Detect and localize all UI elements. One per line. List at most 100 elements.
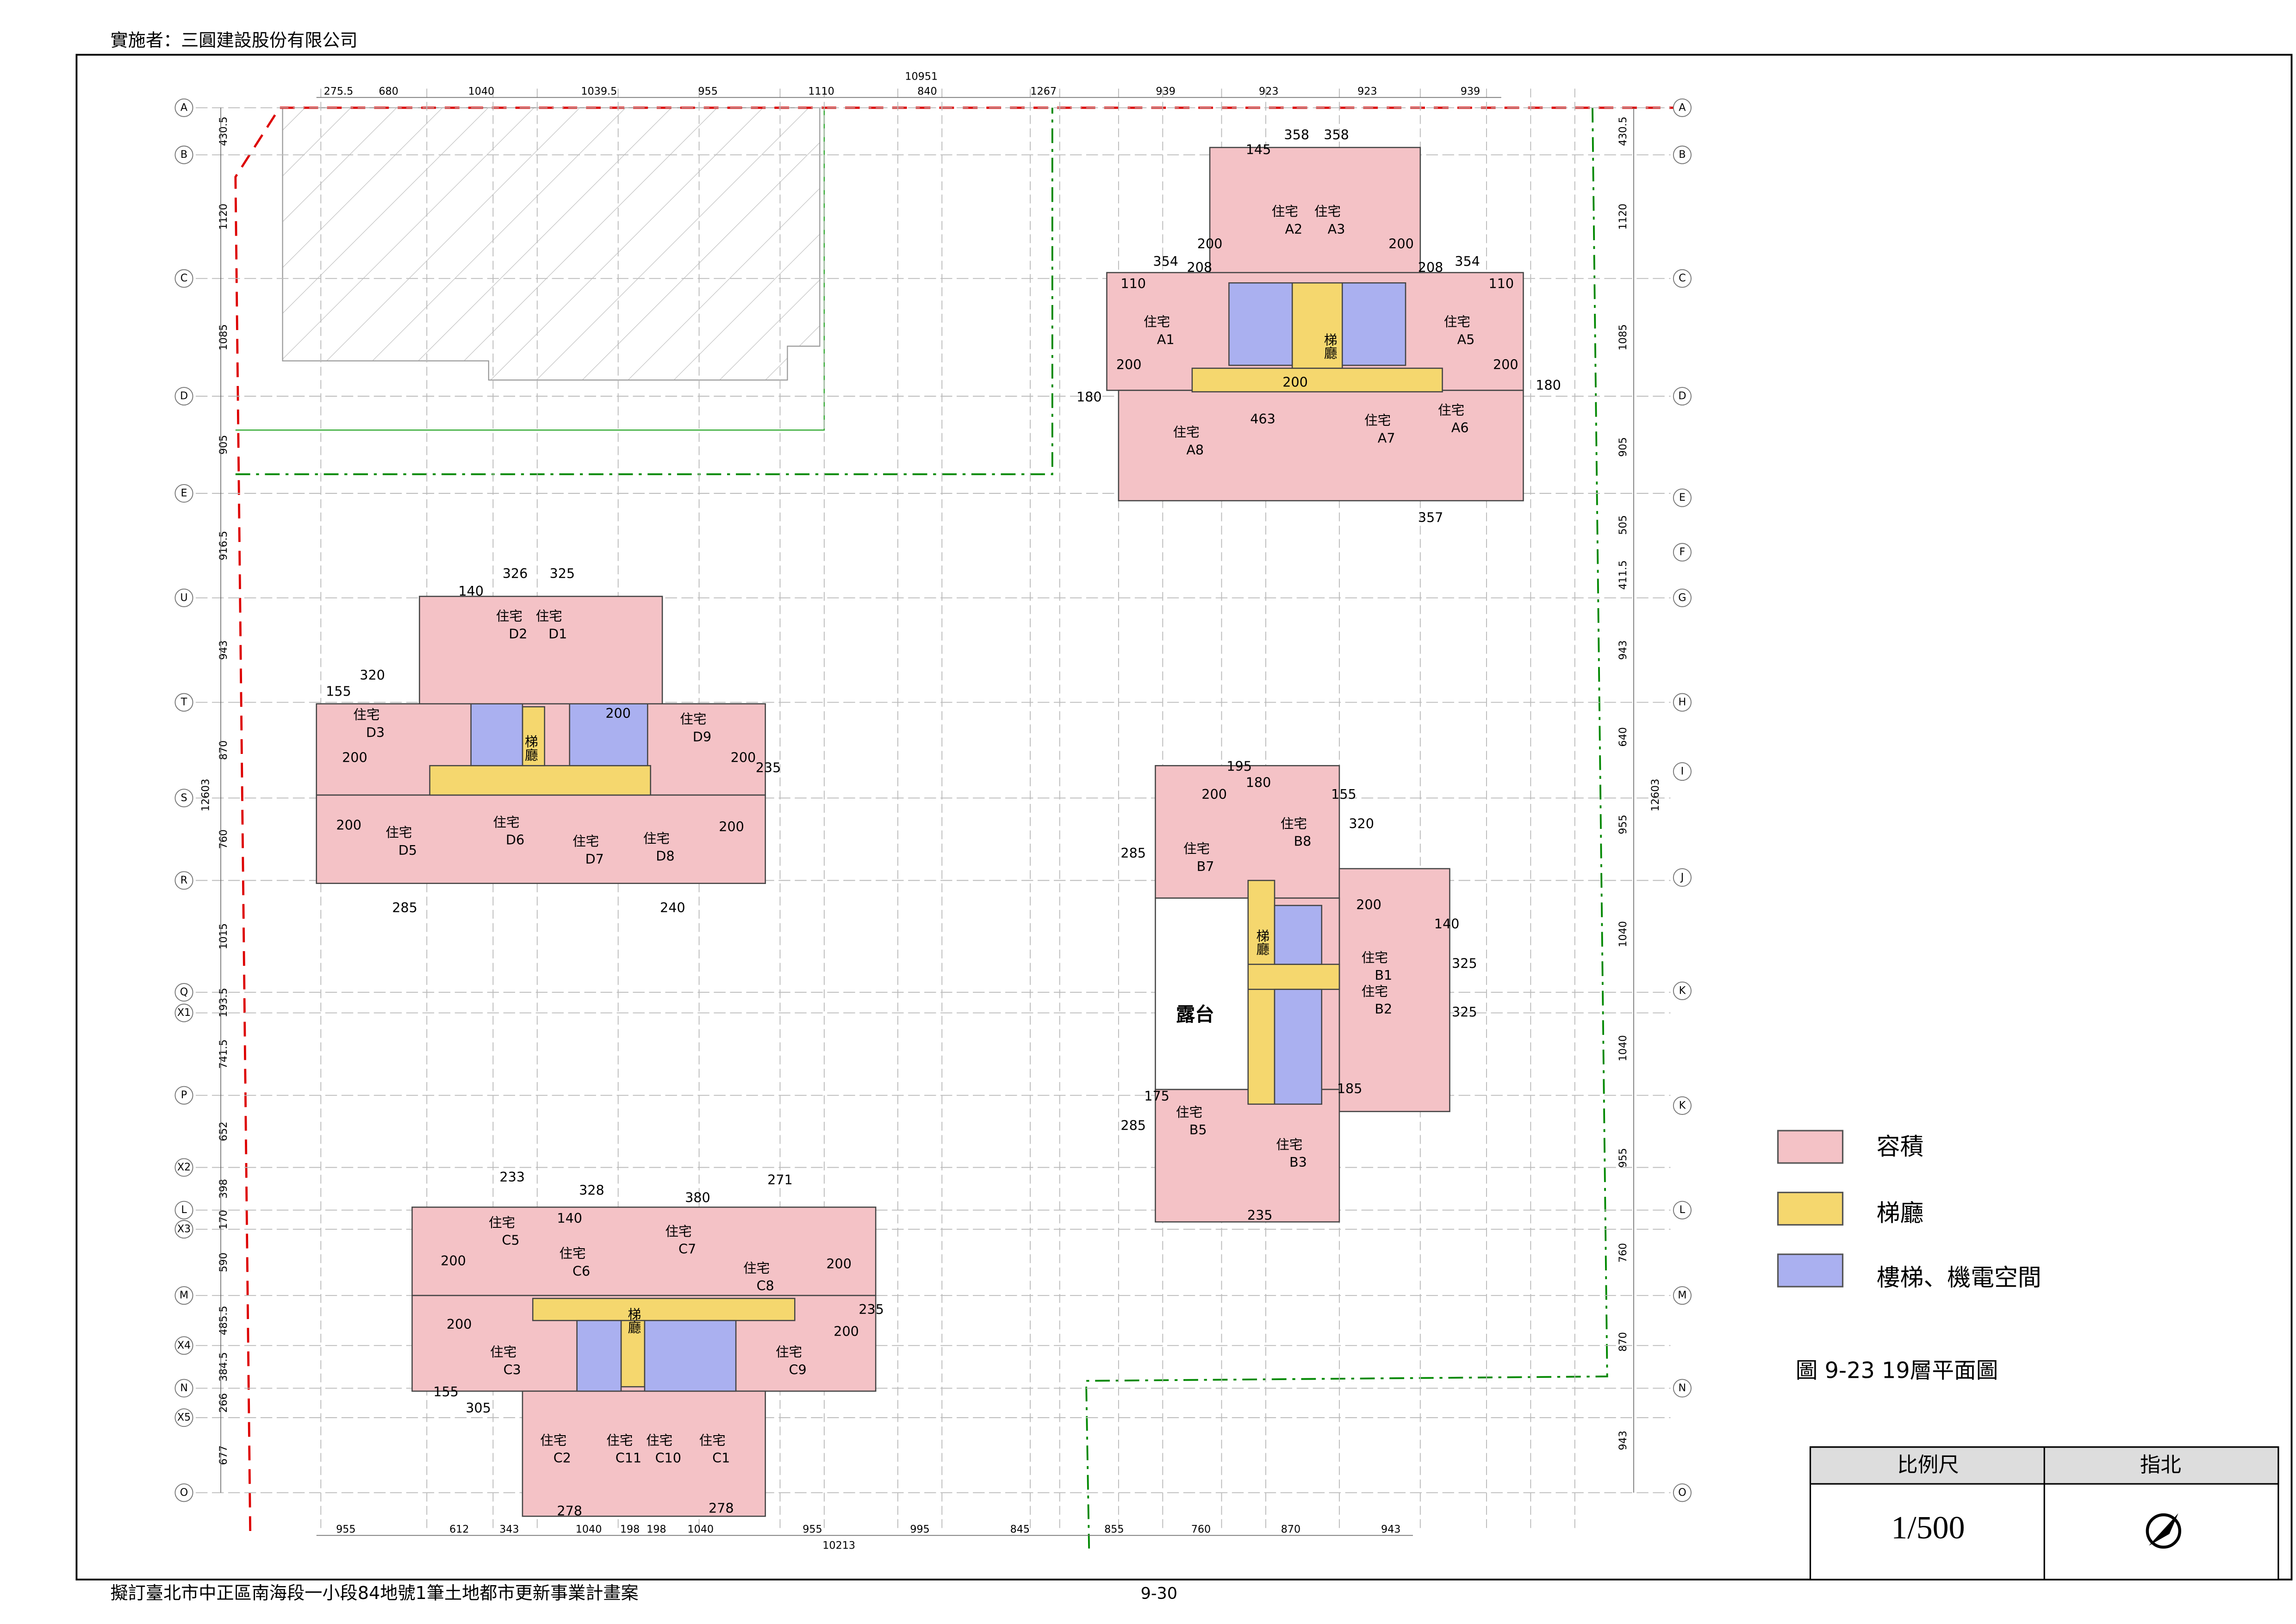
axis-label: X5 bbox=[177, 1412, 191, 1424]
legend-swatch bbox=[1777, 1191, 1844, 1226]
room bbox=[419, 596, 663, 708]
axis-label: O bbox=[1678, 1487, 1686, 1499]
dimension: 326 bbox=[503, 566, 528, 581]
dimension: 198 bbox=[620, 1523, 640, 1535]
dimension: 278 bbox=[557, 1503, 582, 1519]
dimension: 175 bbox=[1144, 1088, 1170, 1104]
dimension: 398 bbox=[218, 1179, 230, 1198]
dimension: 1267 bbox=[1030, 85, 1057, 97]
unit-id: D6 bbox=[506, 832, 524, 848]
scale-value: 1/500 bbox=[1891, 1510, 1965, 1546]
table-header: 指北 bbox=[2140, 1453, 2181, 1477]
axis-bubble bbox=[174, 269, 193, 288]
dimension: 357 bbox=[1418, 510, 1444, 525]
unit-id: C6 bbox=[572, 1263, 590, 1279]
dimension: 1040 bbox=[576, 1523, 602, 1535]
unit-id: D3 bbox=[366, 724, 385, 740]
room bbox=[1342, 282, 1406, 366]
axis-bubble bbox=[1673, 1286, 1692, 1305]
axis-label: P bbox=[181, 1089, 187, 1101]
dimension: 840 bbox=[917, 85, 937, 97]
dimension: 325 bbox=[1452, 956, 1477, 971]
dimension: 10951 bbox=[905, 71, 938, 83]
dimension: 200 bbox=[1493, 356, 1518, 372]
dimension: 870 bbox=[1617, 1332, 1629, 1351]
axis-bubble bbox=[174, 1201, 193, 1220]
dimension: 155 bbox=[326, 683, 351, 699]
unit-id: C9 bbox=[789, 1362, 807, 1377]
unit-id: D7 bbox=[585, 851, 604, 867]
room bbox=[522, 1390, 766, 1517]
dimension: 10213 bbox=[822, 1539, 855, 1551]
dimension: 358 bbox=[1284, 127, 1309, 143]
dimension: 380 bbox=[685, 1189, 710, 1205]
axis-bubble bbox=[174, 1408, 193, 1427]
axis-label: L bbox=[1680, 1204, 1686, 1216]
dimension: 640 bbox=[1617, 727, 1629, 747]
dimension: 200 bbox=[1388, 236, 1414, 252]
unit-id: B3 bbox=[1289, 1154, 1307, 1170]
dimension: 916.5 bbox=[218, 531, 230, 560]
dimension: 110 bbox=[1120, 275, 1146, 291]
axis-label: X3 bbox=[177, 1223, 191, 1235]
axis-bubble bbox=[1673, 269, 1692, 288]
lobby-label: 梯廳 bbox=[523, 735, 539, 761]
dimension: 485.5 bbox=[218, 1306, 230, 1335]
room bbox=[1155, 765, 1340, 899]
axis-label: E bbox=[180, 487, 187, 499]
axis-bubble bbox=[1673, 98, 1692, 117]
room bbox=[532, 1298, 796, 1321]
dimension: 200 bbox=[441, 1253, 466, 1269]
dimension: 200 bbox=[719, 819, 744, 834]
axis-label: L bbox=[181, 1204, 187, 1216]
dimension: 235 bbox=[756, 760, 781, 776]
room bbox=[1291, 282, 1343, 369]
unit-id: A3 bbox=[1328, 221, 1345, 237]
dimension: 677 bbox=[218, 1445, 230, 1465]
dimension: 923 bbox=[1357, 85, 1377, 97]
unit-prefix: 住宅 bbox=[646, 1432, 672, 1448]
unit-id: C2 bbox=[554, 1450, 571, 1466]
dimension: 285 bbox=[392, 900, 417, 915]
room bbox=[644, 1319, 737, 1392]
unit-prefix: 住宅 bbox=[490, 1344, 516, 1360]
axis-bubble bbox=[1673, 981, 1692, 1000]
dimension: 275.5 bbox=[324, 85, 354, 97]
dimension: 200 bbox=[834, 1324, 859, 1339]
axis-label: K bbox=[1679, 1099, 1686, 1111]
unit-prefix: 住宅 bbox=[1438, 402, 1464, 418]
unit-id: A7 bbox=[1378, 430, 1395, 446]
unit-prefix: 住宅 bbox=[1183, 841, 1210, 857]
dimension: 612 bbox=[449, 1523, 469, 1535]
axis-label: R bbox=[180, 874, 187, 886]
axis-bubble bbox=[174, 145, 193, 164]
unit-prefix: 住宅 bbox=[386, 825, 412, 840]
dimension: 180 bbox=[1076, 389, 1102, 404]
axis-label: G bbox=[1678, 591, 1686, 604]
axis-bubble bbox=[1673, 488, 1692, 507]
unit-id: D8 bbox=[656, 848, 674, 864]
room bbox=[576, 1319, 622, 1392]
page-number: 9-30 bbox=[1141, 1585, 1177, 1603]
unit-id: C11 bbox=[616, 1450, 641, 1466]
axis-label: A bbox=[1679, 101, 1686, 113]
dimension: 200 bbox=[342, 749, 367, 765]
axis-bubble bbox=[1673, 543, 1692, 562]
dimension: 155 bbox=[1331, 786, 1356, 802]
dimension: 1015 bbox=[218, 923, 230, 950]
room bbox=[1247, 880, 1276, 1105]
axis-label: M bbox=[1678, 1289, 1686, 1301]
axis-bubble bbox=[1673, 1379, 1692, 1398]
unit-prefix: 住宅 bbox=[1444, 314, 1470, 330]
dimension: 354 bbox=[1455, 254, 1480, 269]
room bbox=[1274, 989, 1323, 1105]
dimension: 430.5 bbox=[218, 117, 230, 146]
unit-id: D2 bbox=[509, 626, 527, 641]
dimension: 285 bbox=[1120, 845, 1146, 861]
dimension: 1040 bbox=[1617, 921, 1629, 947]
room bbox=[1118, 390, 1524, 502]
axis-bubble bbox=[1673, 1096, 1692, 1115]
dimension: 195 bbox=[1226, 759, 1252, 774]
room bbox=[1228, 282, 1293, 366]
axis-bubble bbox=[174, 1336, 193, 1355]
